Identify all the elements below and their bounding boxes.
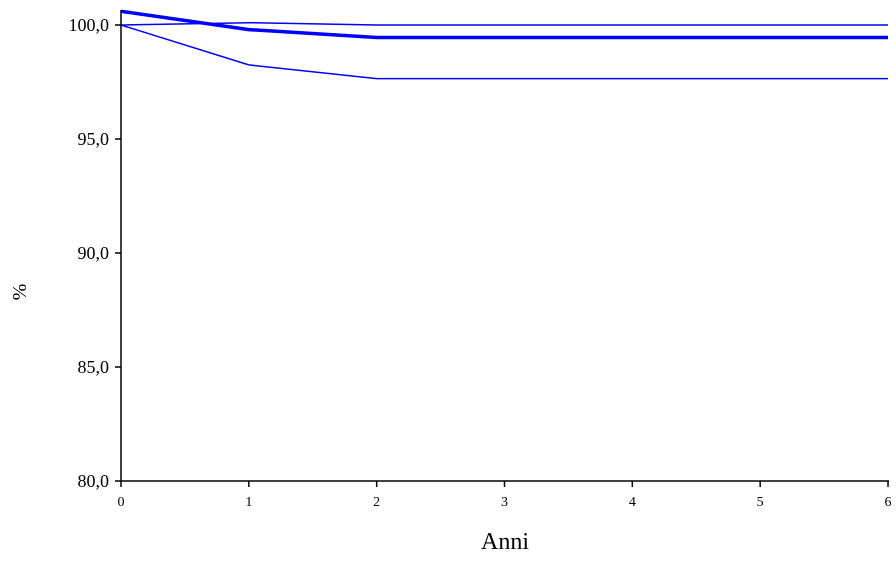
y-tick-label: 90,0 — [78, 243, 110, 263]
x-axis-title: Anni — [481, 529, 529, 555]
series-line-upper — [120, 21, 888, 26]
x-tick-label: 5 — [757, 495, 764, 510]
x-axis-ticks: 0 1 2 3 4 5 6 — [118, 481, 892, 510]
y-axis-title: % — [9, 284, 31, 301]
y-tick-label: 95,0 — [78, 129, 110, 149]
series-lines — [120, 9, 888, 80]
series-line-main — [120, 9, 888, 40]
x-tick-label: 6 — [885, 495, 892, 510]
y-tick-label: 100,0 — [69, 15, 110, 35]
x-tick-label: 1 — [245, 495, 252, 510]
y-tick-label: 85,0 — [78, 357, 110, 377]
x-tick-label: 0 — [118, 495, 125, 510]
y-tick-label: 80,0 — [78, 471, 110, 491]
x-tick-label: 4 — [629, 495, 636, 510]
series-line-lower — [120, 24, 888, 80]
x-tick-label: 3 — [501, 495, 508, 510]
x-tick-label: 2 — [373, 495, 380, 510]
y-axis-ticks: 80,0 85,0 90,0 95,0 100,0 — [69, 15, 121, 491]
